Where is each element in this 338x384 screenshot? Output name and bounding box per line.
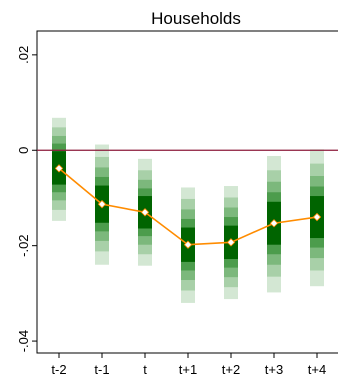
x-tick-label: t+1: [179, 362, 197, 377]
y-tick-label: -.02: [16, 234, 31, 256]
x-tick-label: t+3: [265, 362, 283, 377]
estimate-series: [54, 164, 322, 249]
x-tick-label: t-2: [51, 362, 66, 377]
chart-title: Households: [151, 9, 241, 28]
x-tick-label: t-1: [94, 362, 109, 377]
y-tick-label: -.04: [16, 330, 31, 352]
estimate-point: [97, 199, 107, 209]
y-axis: .02 0 -.02 -.04: [16, 46, 37, 352]
estimate-point: [269, 219, 279, 228]
x-tick-label: t+4: [308, 362, 326, 377]
estimate-point: [312, 212, 322, 222]
estimate-point: [54, 164, 64, 173]
estimate-point: [140, 208, 150, 217]
x-tick-label: t+2: [222, 362, 240, 377]
estimate-point: [226, 238, 236, 247]
y-tick-label: 0: [16, 147, 31, 154]
x-axis: t-2 t-1 t t+1 t+2 t+3 t+4: [51, 353, 326, 377]
y-tick-label: .02: [16, 46, 31, 64]
estimate-point: [183, 240, 193, 249]
confidence-bands: [52, 117, 324, 303]
x-tick-label: t: [143, 362, 147, 377]
